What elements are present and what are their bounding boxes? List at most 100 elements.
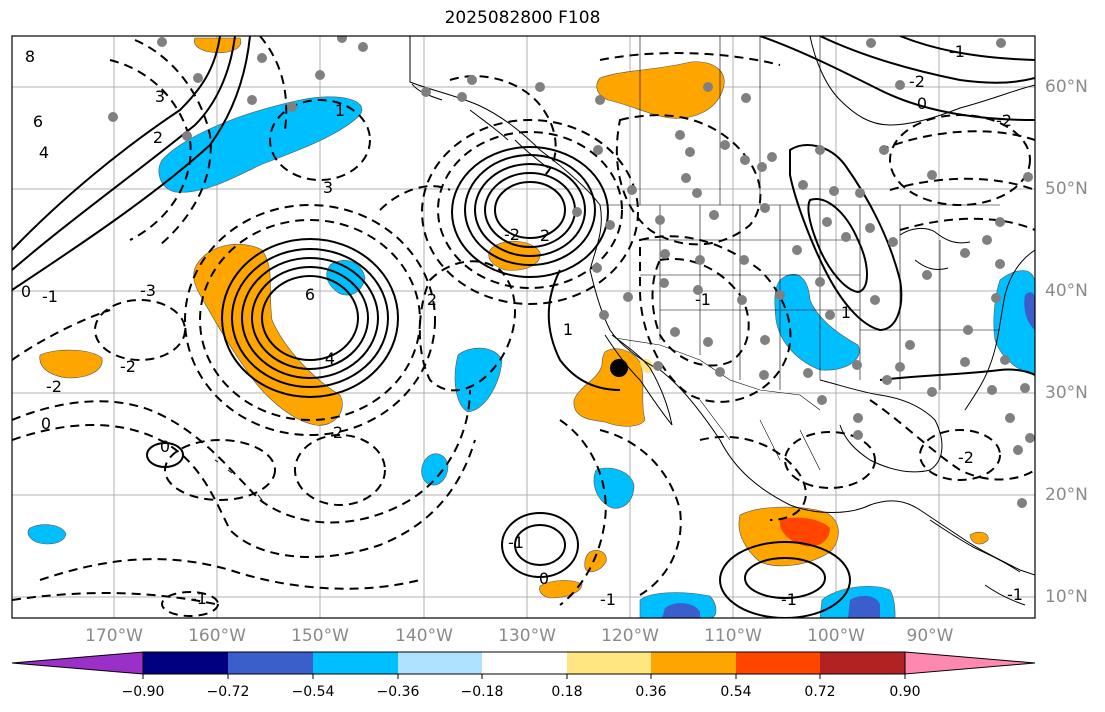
fill-strong-neg-1 [662,603,700,618]
lon-label: 160°W [188,626,246,646]
colorbar-tick-label: 0.90 [889,684,921,700]
contour-label: 3 [323,178,333,197]
fill-strong-neg-2 [848,595,880,618]
contour-label: -2 [909,72,925,91]
coastline-islands [214,459,263,501]
border-us-mexico [614,337,821,411]
contour-high-5 [221,238,399,398]
colorbar-extend-high [904,651,1036,675]
contour-label: -2 [120,357,136,376]
lon-label: 130°W [498,626,556,646]
contour-label: -1 [695,290,711,309]
contour-high-4 [231,248,389,388]
contour-north-2 [12,36,236,271]
contour-label: -2 [958,448,974,467]
contour-dash-27 [699,435,807,521]
colorbar-tick-label: 0.54 [720,684,752,700]
contour-label: -1 [949,42,965,61]
colorbar-swatch [313,652,398,674]
contour-mex-1 [719,541,851,618]
contour-label: 2 [333,423,343,442]
contour-ca-5 [451,146,609,278]
contour-label: 4 [39,143,49,162]
contour-ca-1 [494,181,566,239]
contour-dash-32 [161,591,219,617]
lon-label: 150°W [291,626,349,646]
contour-dash-30 [784,431,876,489]
coastline-hudson [809,36,1035,126]
weak-positive-fills [640,358,653,374]
coastline-baja [604,334,673,426]
colorbar-swatch [228,652,313,674]
strong-positive-fills [779,517,830,547]
contour-dash-25 [889,114,1031,206]
contour-label: -1 [600,590,616,609]
contour-dash-11 [94,299,186,361]
contour-trough-2 [807,198,868,294]
coastline-east [964,249,1035,411]
colorbar-tick-label: 0.18 [551,684,583,700]
lat-label: 50°N [1045,179,1088,199]
contour-dash-15 [259,36,288,131]
coastline-great-lakes [899,227,971,271]
map-title: 2025082800 F108 [444,8,601,28]
colorbar-extend-low [11,651,144,675]
fill-strong-pos-1 [779,517,830,547]
contour-high-1 [261,275,359,361]
fill-pos-west-pacific [39,349,103,379]
contour-dash-34 [379,185,451,211]
strong-negative-fills [662,292,1035,618]
contour-label: 1 [841,303,851,322]
contour-dash-6 [12,424,476,558]
contour-label: 3 [155,87,165,106]
colorbar-swatch [820,652,905,674]
fill-pos-small-2 [584,550,607,573]
contour-label: -1 [42,287,58,306]
lon-label: 110°W [704,626,762,646]
contour-dash-8 [12,592,221,606]
contour-se-1 [879,368,1035,381]
fill-neg-rockies [774,274,860,371]
contour-label: 2 [540,226,550,245]
contour-label: -3 [140,281,156,300]
contour-ne-2 [819,36,1035,84]
contour-label: 2 [153,128,163,147]
contour-dash-14 [134,39,212,246]
contour-dash-29 [559,419,607,606]
fill-pos-canada [596,61,725,119]
contour-high-3 [241,257,379,379]
colorbar-swatch [651,652,736,674]
contour-dash-33 [449,75,557,176]
contour-label: 0 [41,414,51,433]
contour-ne-1 [759,36,1035,121]
gridlines [12,36,1035,618]
contour-dash-3 [437,131,623,289]
contour-label: 0 [917,94,927,113]
fill-neg-south-ca [593,467,635,509]
contour-coast [547,269,621,391]
map-frame [11,35,1036,619]
lon-label: 90°W [906,626,954,646]
colorbar [11,651,1036,679]
lat-label: 20°N [1045,485,1088,505]
colorbar-swatch [567,652,651,674]
contour-label: -1 [781,590,797,609]
contour-low-south-1 [501,512,579,578]
contour-label: -1 [191,589,207,608]
contour-label: 8 [25,47,35,66]
colorbar-tick-label: 0.72 [804,684,836,700]
contour-label: 0 [160,437,170,456]
contour-dash-21 [599,52,781,66]
contour-dash-9 [164,439,276,501]
contour-label: 1 [563,320,573,339]
contour-dash-4 [421,119,639,305]
lon-label: 140°W [395,626,453,646]
colorbar-tick-label: −0.18 [460,684,504,700]
colorbar-frame [142,651,906,675]
border-provinces [639,36,821,205]
colorbar-tick-label: −0.54 [291,684,335,700]
fill-neg-hawaii [421,453,449,486]
colorbar-swatch [736,652,820,674]
station-dots [108,36,1035,508]
